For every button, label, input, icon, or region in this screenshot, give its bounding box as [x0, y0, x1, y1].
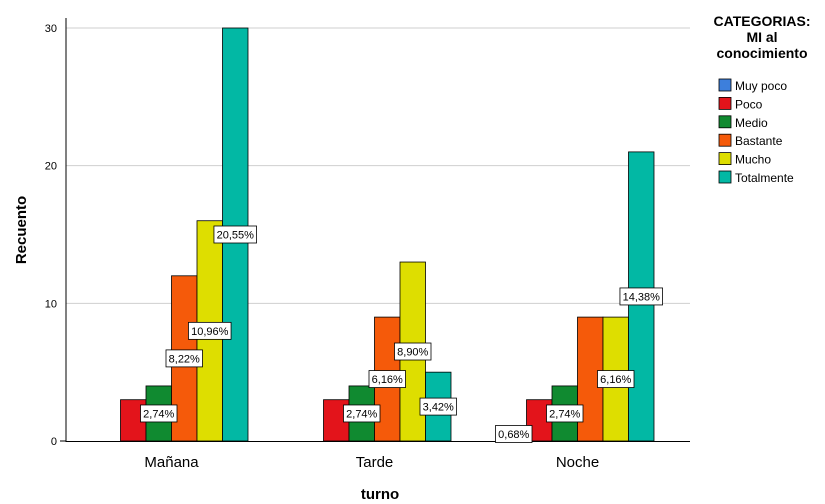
- data-label-text: 20,55%: [217, 230, 255, 242]
- data-label-box: [495, 425, 533, 443]
- legend-item: Poco: [718, 97, 763, 111]
- legend-label: Totalmente: [735, 171, 794, 185]
- data-label: 2,74%: [343, 404, 381, 423]
- legend-swatch: [718, 97, 732, 110]
- gridlines: [66, 27, 690, 304]
- x-axis-title: turno: [361, 486, 399, 503]
- data-label-text: 0,68%: [498, 429, 529, 441]
- data-label-text: 10,96%: [191, 326, 229, 338]
- data-label-text: 3,42%: [423, 402, 454, 414]
- data-label-text: 6,16%: [372, 374, 403, 386]
- data-label: 0,68%: [495, 425, 533, 443]
- data-label: 14,38%: [619, 287, 663, 306]
- data-labels: 2,74% 8,22% 10,96% 20,55% 2,74% 6,16% 8,90% 3,4…: [140, 225, 663, 443]
- data-label-box: [165, 349, 203, 368]
- data-label-text: 8,90%: [397, 347, 428, 359]
- x-category-labels: Mañana Tarde Noche: [144, 454, 599, 471]
- y-tick-label: 20: [45, 161, 57, 173]
- data-label-box: [213, 225, 257, 244]
- legend-swatch: [718, 78, 732, 92]
- legend-swatch: [718, 170, 732, 184]
- data-label-box: [597, 370, 635, 388]
- data-label-box: [188, 321, 232, 340]
- legend-title: CATEGORIAS: MI al conocimiento: [714, 13, 811, 61]
- data-label: 20,55%: [213, 225, 257, 244]
- y-tick-label: 10: [45, 298, 57, 310]
- axes: [60, 18, 690, 442]
- data-label-box: [419, 397, 457, 416]
- y-tick-label: 30: [45, 23, 57, 35]
- data-label-text: 2,74%: [346, 408, 377, 420]
- legend-item: Medio: [718, 115, 768, 130]
- y-axis-title: Recuento: [13, 196, 30, 264]
- data-label: 3,42%: [419, 397, 457, 416]
- data-label-text: 14,38%: [623, 291, 661, 303]
- data-label-box: [619, 287, 663, 306]
- y-tick-label: 0: [51, 436, 57, 448]
- data-label-box: [394, 342, 432, 361]
- legend-item: Mucho: [718, 152, 771, 167]
- legend-item: Bastante: [718, 133, 783, 148]
- legend-label: Poco: [735, 97, 763, 111]
- data-label-text: 6,16%: [600, 374, 631, 386]
- x-category-label: Tarde: [356, 454, 394, 471]
- data-label-box: [368, 370, 406, 388]
- data-label: 2,74%: [546, 404, 584, 423]
- legend-item: Muy poco: [718, 78, 787, 93]
- legend-swatch: [718, 152, 732, 166]
- data-label-box: [546, 404, 584, 423]
- data-label-box: [140, 404, 178, 423]
- legend-label: Muy poco: [735, 79, 787, 93]
- data-label: 10,96%: [188, 321, 232, 340]
- data-label: 6,16%: [368, 370, 406, 388]
- data-label: 8,22%: [165, 349, 203, 368]
- data-label: 2,74%: [140, 404, 178, 423]
- legend-label: Mucho: [735, 153, 771, 167]
- data-label-text: 8,22%: [169, 353, 200, 365]
- data-label: 6,16%: [597, 370, 635, 388]
- legend-swatch: [718, 115, 732, 129]
- data-label-box: [343, 404, 381, 423]
- legend-item: Totalmente: [718, 170, 794, 185]
- legend-label: Medio: [735, 116, 768, 130]
- data-label-text: 2,74%: [549, 408, 580, 420]
- x-category-label: Noche: [556, 454, 599, 471]
- x-category-label: Mañana: [144, 454, 199, 471]
- legend-swatch: [718, 133, 732, 147]
- legend-label: Bastante: [735, 134, 783, 148]
- legend: CATEGORIAS: MI al conocimiento Muy poco Poc…: [714, 13, 811, 185]
- data-label: 8,90%: [394, 342, 432, 361]
- y-tick-labels: 0 10 20 30: [45, 23, 57, 448]
- data-label-text: 2,74%: [143, 408, 174, 420]
